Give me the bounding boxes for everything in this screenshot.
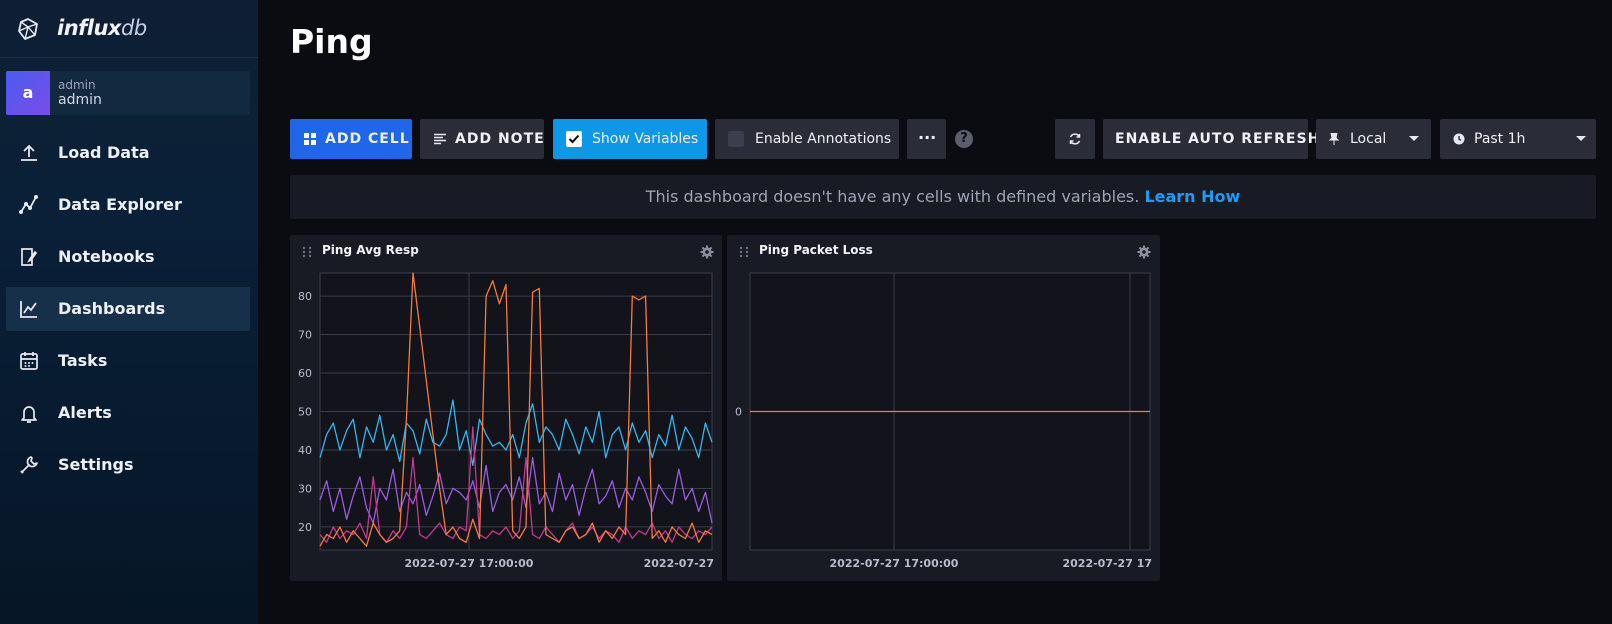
nav-label: Dashboards bbox=[58, 299, 166, 318]
y-tick-label: 0 bbox=[735, 406, 742, 419]
help-icon[interactable]: ? bbox=[955, 130, 973, 148]
refresh-button[interactable] bbox=[1055, 119, 1095, 159]
nav-label: Load Data bbox=[58, 143, 150, 162]
ping-avg-resp-chart[interactable]: 20 30 40 50 60 70 80 2022-07-27 17:00:00 2022-07… bbox=[290, 235, 722, 581]
nav-label: Alerts bbox=[58, 403, 112, 422]
text-lines-icon bbox=[434, 133, 446, 145]
grid-icon bbox=[304, 133, 316, 145]
cell-title: Ping Packet Loss bbox=[759, 243, 873, 257]
nav-item-dashboards[interactable]: Dashboards bbox=[6, 287, 250, 331]
upload-icon bbox=[21, 144, 37, 161]
drag-handle-icon[interactable] bbox=[739, 246, 749, 258]
graph-line-icon bbox=[19, 195, 38, 214]
nav-item-notebooks[interactable]: Notebooks bbox=[6, 235, 250, 279]
y-tick-label: 40 bbox=[298, 444, 312, 457]
show-variables-label: Show Variables bbox=[592, 131, 699, 147]
enable-annotations-label: Enable Annotations bbox=[755, 131, 892, 147]
y-tick-label: 60 bbox=[298, 367, 312, 380]
add-note-button[interactable]: ADD NOTE bbox=[420, 119, 544, 159]
nav-item-alerts[interactable]: Alerts bbox=[6, 391, 250, 435]
series-line bbox=[319, 457, 713, 524]
gear-icon[interactable] bbox=[700, 245, 714, 259]
nav-item-load-data[interactable]: Load Data bbox=[6, 131, 250, 175]
nav-label: Notebooks bbox=[58, 247, 155, 266]
checkmark-icon bbox=[568, 134, 580, 144]
more-dots-icon: ··· bbox=[918, 128, 937, 147]
calendar-icon bbox=[20, 352, 38, 370]
enable-auto-refresh-button[interactable]: ENABLE AUTO REFRESH bbox=[1103, 119, 1319, 159]
add-cell-label: ADD CELL bbox=[325, 131, 410, 147]
brand[interactable]: influxdb bbox=[0, 0, 258, 58]
sidebar: influxdb a admin admin Load Data Data Ex… bbox=[0, 0, 258, 624]
cell-ping-packet-loss[interactable]: Ping Packet Loss 0 2022-07-27 17:00:00 202… bbox=[727, 235, 1160, 581]
nav-label: Settings bbox=[58, 455, 134, 474]
dashboard-icon bbox=[20, 301, 37, 318]
y-tick-label: 80 bbox=[298, 290, 312, 303]
y-tick-label: 20 bbox=[298, 521, 312, 534]
series-line bbox=[319, 399, 713, 467]
time-range-label: Past 1h bbox=[1474, 131, 1526, 147]
nav-item-settings[interactable]: Settings bbox=[6, 443, 250, 487]
series-line bbox=[319, 272, 713, 547]
banner-text: This dashboard doesn't have any cells wi… bbox=[645, 187, 1140, 206]
user-widget[interactable]: a admin admin bbox=[6, 71, 250, 115]
refresh-icon bbox=[1069, 133, 1081, 145]
add-note-label: ADD NOTE bbox=[455, 131, 545, 147]
user-org: admin bbox=[58, 78, 96, 92]
cell-ping-avg-resp[interactable]: Ping Avg Resp 20 30 40 50 60 70 80 2022-07-27 1… bbox=[290, 235, 722, 581]
learn-how-link[interactable]: Learn How bbox=[1144, 187, 1241, 206]
pin-icon bbox=[1329, 133, 1339, 145]
nav-item-data-explorer[interactable]: Data Explorer bbox=[6, 183, 250, 227]
clock-icon bbox=[1453, 133, 1465, 145]
checkbox-checked bbox=[566, 131, 582, 147]
timezone-dropdown[interactable]: Local bbox=[1316, 119, 1431, 159]
time-range-dropdown[interactable]: Past 1h bbox=[1440, 119, 1596, 159]
bell-icon bbox=[21, 406, 37, 423]
auto-refresh-label: ENABLE AUTO REFRESH bbox=[1115, 131, 1321, 147]
more-options-button[interactable]: ··· bbox=[907, 119, 946, 159]
wrench-icon bbox=[20, 456, 38, 474]
gear-icon[interactable] bbox=[1137, 245, 1151, 259]
x-tick-label: 2022-07-27 17:00:00 bbox=[404, 557, 533, 570]
influxdb-logo-icon bbox=[18, 18, 38, 40]
user-name: admin bbox=[58, 92, 102, 108]
nav-label: Data Explorer bbox=[58, 195, 182, 214]
nav-label: Tasks bbox=[58, 351, 108, 370]
enable-annotations-toggle[interactable]: Enable Annotations bbox=[715, 119, 899, 159]
y-tick-label: 50 bbox=[298, 406, 312, 419]
nav-item-tasks[interactable]: Tasks bbox=[6, 339, 250, 383]
x-tick-label: 2022-07-27 17:00:00 bbox=[830, 557, 959, 570]
notebook-icon bbox=[21, 248, 38, 266]
avatar: a bbox=[6, 71, 50, 115]
chevron-down-icon bbox=[1409, 136, 1419, 141]
y-tick-label: 70 bbox=[298, 329, 312, 342]
timezone-label: Local bbox=[1350, 131, 1387, 147]
add-cell-button[interactable]: ADD CELL bbox=[290, 119, 412, 159]
x-tick-label: 2022-07-27 17 bbox=[1063, 557, 1153, 570]
page-title: Ping bbox=[290, 22, 373, 61]
variables-banner: This dashboard doesn't have any cells wi… bbox=[290, 175, 1596, 219]
chevron-down-icon bbox=[1576, 136, 1586, 141]
cell-title: Ping Avg Resp bbox=[322, 243, 419, 257]
brand-name: influxdb bbox=[57, 16, 147, 40]
drag-handle-icon[interactable] bbox=[302, 246, 312, 258]
y-tick-label: 30 bbox=[298, 482, 312, 495]
x-tick-label: 2022-07-27 bbox=[644, 557, 714, 570]
show-variables-toggle[interactable]: Show Variables bbox=[553, 119, 707, 159]
checkbox-unchecked bbox=[728, 131, 744, 147]
ping-packet-loss-chart[interactable]: 0 2022-07-27 17:00:00 2022-07-27 17 bbox=[727, 235, 1160, 581]
